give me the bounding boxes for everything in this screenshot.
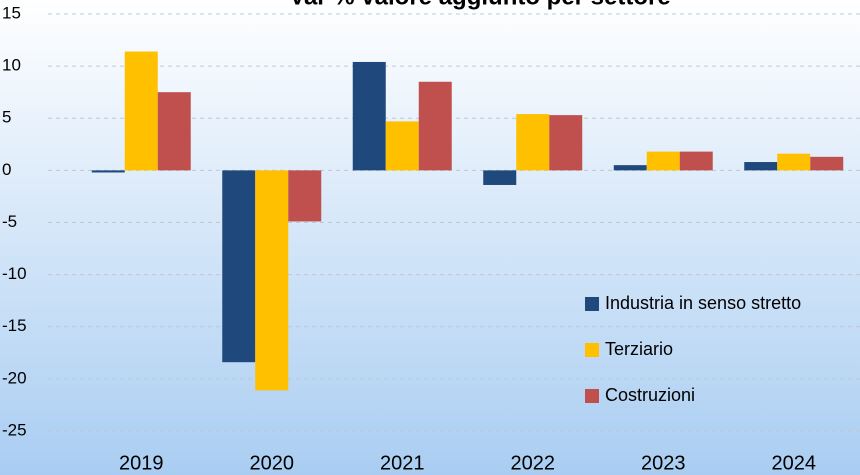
bar xyxy=(516,114,550,171)
bar xyxy=(288,170,322,222)
bar xyxy=(810,156,844,171)
y-tick-label: -25 xyxy=(2,420,27,439)
legend-label: Industria in senso stretto xyxy=(605,293,801,313)
x-tick-label: 2024 xyxy=(772,452,817,474)
bar xyxy=(157,92,191,171)
legend-swatch xyxy=(585,297,599,311)
bar xyxy=(385,121,419,171)
bar xyxy=(613,165,647,171)
y-tick-label: 10 xyxy=(2,56,21,75)
y-tick-label: -20 xyxy=(2,368,27,387)
x-tick-label: 2019 xyxy=(119,452,164,474)
bar xyxy=(777,153,811,171)
y-tick-label: -10 xyxy=(2,264,27,283)
y-tick-label: 0 xyxy=(2,160,11,179)
bar xyxy=(124,51,158,171)
chart-title: Var % valore aggiunto per settore xyxy=(289,0,670,10)
x-tick-label: 2020 xyxy=(250,452,295,474)
y-tick-label: 5 xyxy=(2,108,11,127)
y-tick-label: -15 xyxy=(2,316,27,335)
x-tick-label: 2023 xyxy=(641,452,686,474)
bar xyxy=(222,170,256,363)
bar xyxy=(352,61,386,171)
bar xyxy=(646,151,680,171)
bar xyxy=(483,170,517,185)
bar xyxy=(255,170,289,391)
bar xyxy=(744,162,778,171)
y-tick-label: -5 xyxy=(2,212,17,231)
x-tick-label: 2022 xyxy=(511,452,556,474)
bar xyxy=(418,81,452,171)
bar xyxy=(91,170,125,173)
legend-swatch xyxy=(585,343,599,357)
legend-label: Terziario xyxy=(605,339,673,359)
y-tick-label: 15 xyxy=(2,3,21,22)
x-tick-label: 2021 xyxy=(380,452,425,474)
bar xyxy=(679,151,713,171)
bar xyxy=(549,115,583,171)
legend-swatch xyxy=(585,389,599,403)
legend-label: Costruzioni xyxy=(605,385,695,405)
